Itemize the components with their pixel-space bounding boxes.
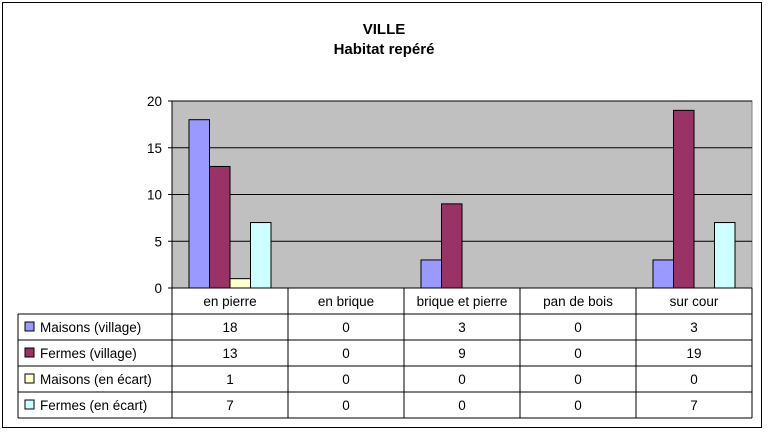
y-tick-label: 0 <box>154 281 162 296</box>
data-label: 13 <box>222 346 237 361</box>
legend-label: Fermes (en écart) <box>40 398 147 413</box>
y-tick-label: 15 <box>147 141 162 156</box>
data-label: 7 <box>690 398 698 413</box>
x-category-label: en brique <box>318 294 374 309</box>
y-tick-label: 10 <box>147 188 162 203</box>
data-label: 0 <box>342 346 350 361</box>
data-label: 0 <box>342 398 350 413</box>
y-tick-label: 20 <box>147 94 162 109</box>
data-label: 18 <box>222 320 237 335</box>
bar <box>420 259 442 289</box>
data-label: 0 <box>342 320 350 335</box>
bar <box>441 203 463 289</box>
data-label: 0 <box>574 398 582 413</box>
bar <box>188 119 210 289</box>
legend-label: Maisons (village) <box>40 320 141 335</box>
legend-label: Maisons (en écart) <box>40 372 152 387</box>
bar <box>209 165 231 289</box>
data-label: 7 <box>226 398 234 413</box>
chart-subtitle: Habitat repéré <box>333 41 435 58</box>
data-label: 9 <box>458 346 466 361</box>
data-label: 0 <box>458 372 466 387</box>
data-label: 0 <box>342 372 350 387</box>
data-label: 0 <box>690 372 698 387</box>
chart-title: VILLE <box>362 21 406 38</box>
data-label: 0 <box>574 372 582 387</box>
bar <box>250 222 272 289</box>
bar <box>652 259 674 289</box>
data-label: 0 <box>574 346 582 361</box>
x-category-label: pan de bois <box>543 294 613 309</box>
bar <box>229 278 251 289</box>
legend-key <box>24 373 35 384</box>
legend-key <box>24 321 35 332</box>
legend-key <box>24 399 35 410</box>
bar <box>714 222 736 289</box>
data-label: 19 <box>686 346 701 361</box>
bar <box>673 109 695 289</box>
x-category-label: brique et pierre <box>417 294 508 309</box>
y-tick-label: 5 <box>154 234 162 249</box>
data-label: 1 <box>226 372 234 387</box>
data-label: 0 <box>574 320 582 335</box>
legend-label: Fermes (village) <box>40 346 137 361</box>
data-label: 0 <box>458 398 466 413</box>
data-label: 3 <box>690 320 698 335</box>
x-category-label: en pierre <box>203 294 256 309</box>
x-category-label: sur cour <box>670 294 719 309</box>
chart-title-block: VILLE Habitat repéré <box>0 20 768 60</box>
legend-key <box>24 347 35 358</box>
data-label: 3 <box>458 320 466 335</box>
